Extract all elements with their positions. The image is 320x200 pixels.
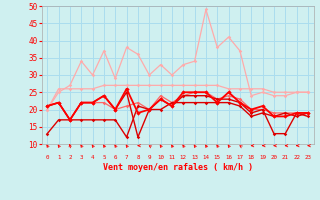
X-axis label: Vent moyen/en rafales ( km/h ): Vent moyen/en rafales ( km/h ) xyxy=(103,163,252,172)
